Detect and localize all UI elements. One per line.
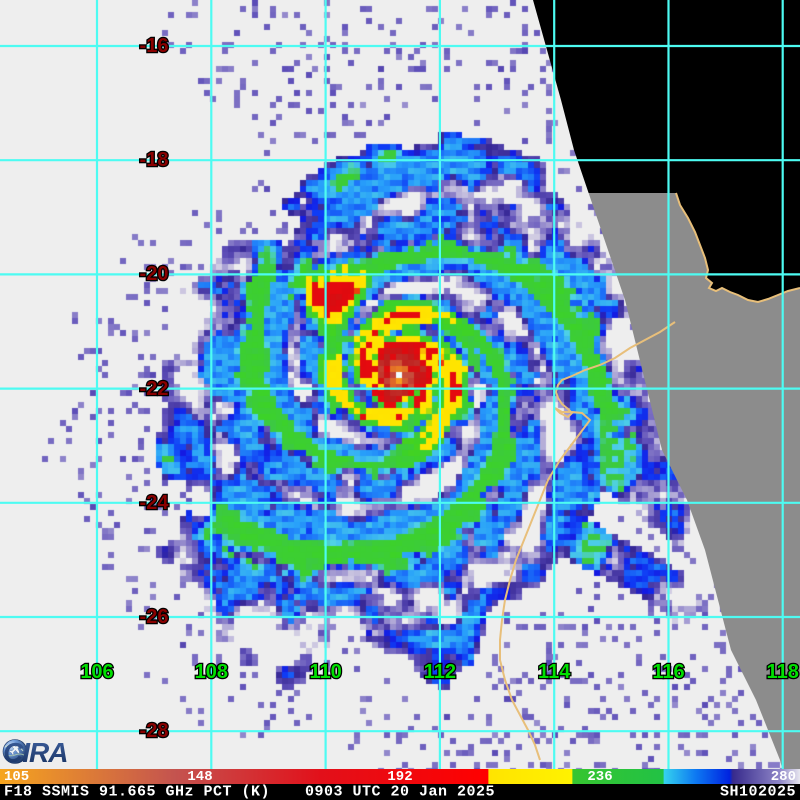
svg-text:CIRA: CIRA bbox=[3, 737, 67, 768]
